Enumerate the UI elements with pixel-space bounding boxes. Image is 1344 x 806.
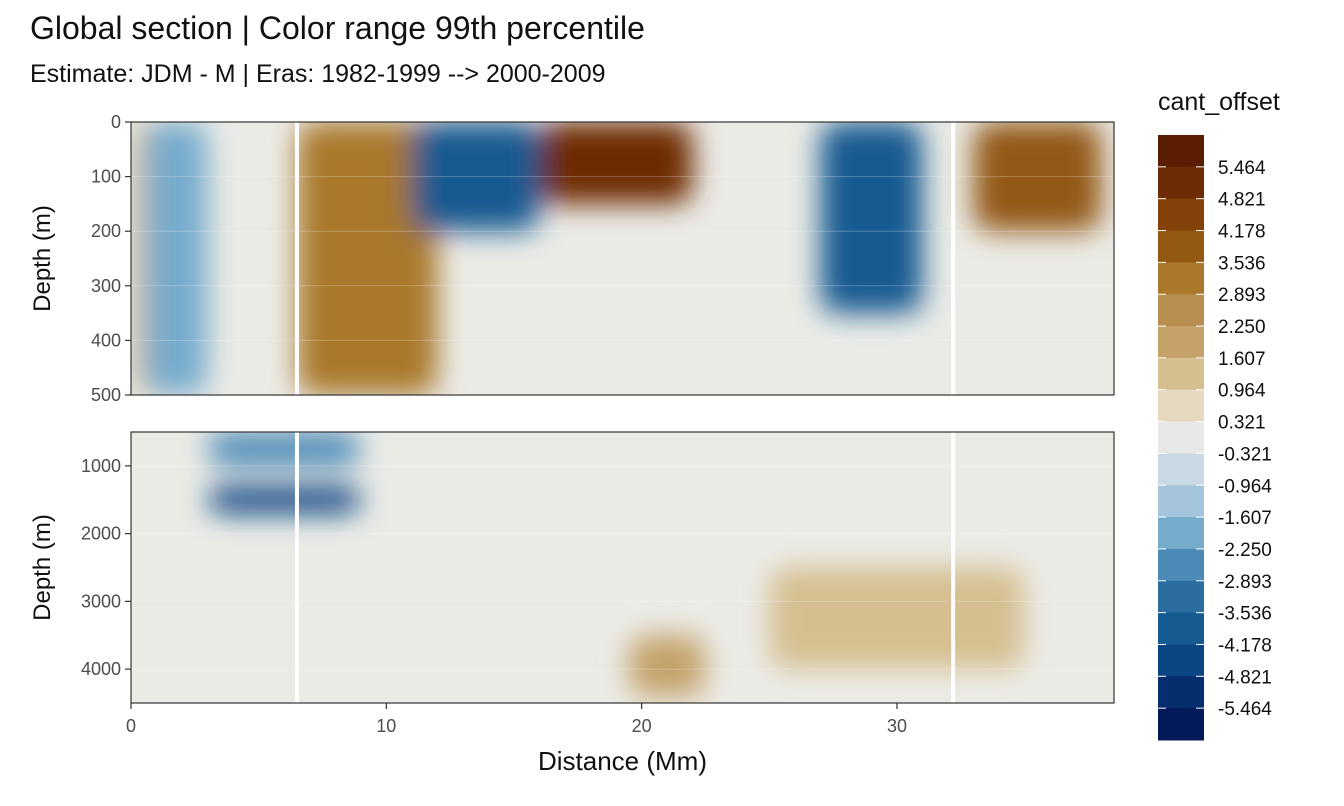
legend-title: cant_offset	[1158, 88, 1280, 116]
y-tick-label: 500	[91, 385, 121, 405]
legend-label: -5.464	[1218, 699, 1272, 720]
legend-swatch	[1158, 485, 1204, 518]
legend-label: -4.821	[1218, 667, 1272, 688]
legend-swatch	[1158, 517, 1204, 550]
y-axis-label: Depth (m)	[29, 514, 56, 621]
x-axis-label: Distance (Mm)	[538, 746, 707, 776]
y-tick-label: 4000	[81, 659, 121, 679]
legend-swatch	[1158, 548, 1204, 582]
x-tick-label: 0	[126, 716, 136, 736]
legend-label: 2.893	[1218, 285, 1266, 306]
panel-lower	[130, 431, 1115, 704]
chart-title: Global section | Color range 99th percen…	[30, 10, 645, 46]
legend-swatch	[1158, 421, 1204, 454]
legend-label: 0.321	[1218, 413, 1266, 434]
x-tick-label: 10	[376, 716, 396, 736]
legend-swatch	[1158, 453, 1204, 486]
y-tick-label: 1000	[81, 456, 121, 476]
legend-label: 5.464	[1218, 158, 1266, 179]
legend-label: 3.536	[1218, 253, 1266, 274]
legend-label: 0.964	[1218, 381, 1266, 402]
field-region	[628, 635, 706, 697]
legend-swatch	[1158, 580, 1204, 614]
legend-swatch	[1158, 357, 1204, 391]
section-gap	[294, 432, 299, 703]
field-region	[411, 122, 540, 232]
legend: 5.464 4.821 4.178 3.536 2.893 2.250 1.607 0.964…	[1158, 135, 1272, 741]
legend-label: -0.321	[1218, 444, 1272, 465]
field-region	[539, 122, 693, 204]
panel-upper	[130, 121, 1115, 396]
y-tick-label: 0	[111, 112, 121, 132]
legend-swatch	[1158, 644, 1204, 677]
legend-label: -1.607	[1218, 508, 1272, 529]
legend-swatch	[1158, 708, 1204, 741]
legend-swatch	[1158, 262, 1204, 295]
y-axis-label: Depth (m)	[29, 205, 56, 312]
chart-subtitle: Estimate: JDM - M | Eras: 1982-1999 --> …	[30, 60, 606, 88]
legend-swatch	[1158, 135, 1204, 168]
field-region	[296, 122, 438, 395]
field-region	[207, 432, 361, 466]
legend-label: -2.893	[1218, 572, 1272, 593]
legend-label: 1.607	[1218, 349, 1266, 370]
legend-label: -4.178	[1218, 635, 1272, 656]
x-tick-label: 20	[632, 716, 652, 736]
field-region	[820, 122, 923, 314]
legend-swatch	[1158, 294, 1204, 327]
section-gap	[951, 432, 956, 703]
y-tick-label: 3000	[81, 591, 121, 611]
y-tick-label: 200	[91, 221, 121, 241]
x-tick-label: 30	[887, 716, 907, 736]
legend-swatch	[1158, 230, 1204, 263]
y-tick-label: 2000	[81, 524, 121, 544]
y-tick-label: 400	[91, 330, 121, 350]
legend-label: 4.178	[1218, 222, 1266, 243]
legend-label: -3.536	[1218, 604, 1272, 625]
legend-swatch	[1158, 676, 1204, 709]
legend-swatch	[1158, 389, 1204, 423]
legend-label: 4.821	[1218, 190, 1266, 211]
panel-border	[130, 431, 1115, 704]
field-region	[207, 486, 361, 514]
legend-swatch	[1158, 326, 1204, 359]
field-region	[769, 567, 1025, 670]
legend-label: 2.250	[1218, 317, 1266, 338]
field-region	[143, 122, 208, 395]
y-tick-label: 300	[91, 276, 121, 296]
legend-label: -0.964	[1218, 476, 1272, 497]
section-gap	[294, 122, 299, 395]
legend-swatch	[1158, 166, 1204, 200]
panel-border	[130, 121, 1115, 396]
section-gap	[951, 122, 956, 395]
y-tick-label: 100	[91, 167, 121, 187]
legend-swatch	[1158, 612, 1204, 645]
legend-swatch	[1158, 198, 1204, 232]
field-region	[973, 122, 1102, 232]
legend-label: -2.250	[1218, 540, 1272, 561]
